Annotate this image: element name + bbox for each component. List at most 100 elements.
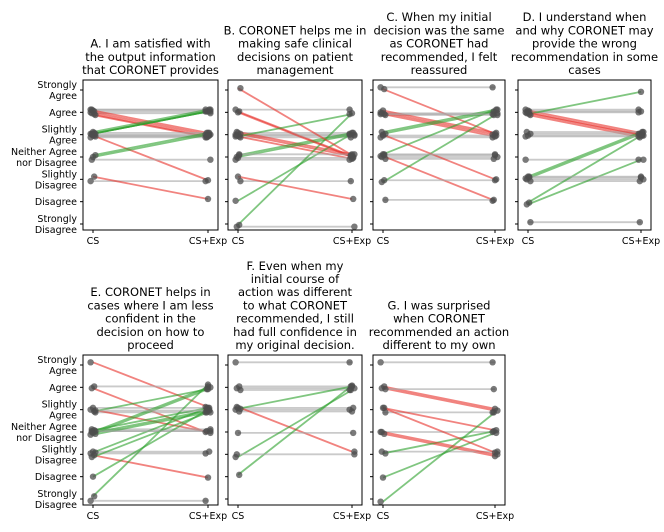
point-cs-exp [207, 427, 214, 435]
y-tick-label: Disagree [35, 455, 77, 466]
y-tick-label: Disagree [35, 180, 77, 191]
panel-title-line: confident in the [105, 312, 196, 326]
point-cs-exp [635, 133, 642, 140]
panel-title-line: when CORONET [393, 312, 486, 326]
point-cs [87, 359, 94, 366]
slope-line [527, 109, 642, 134]
point-cs-exp [348, 151, 356, 158]
slope-line [92, 454, 209, 479]
x-tick-label: CS+Exp [333, 236, 371, 247]
y-tick-label: Neither Agree [11, 147, 77, 158]
slope-line [92, 110, 209, 135]
point-cs-exp [637, 173, 645, 180]
x-tick-label: CS [232, 511, 245, 522]
point-cs-exp [493, 106, 500, 113]
point-cs [88, 106, 96, 113]
slope-line [382, 110, 496, 135]
slope-line [92, 408, 209, 478]
y-tick-label: Agree [49, 108, 77, 119]
point-cs [89, 473, 97, 480]
point-cs [237, 85, 244, 92]
y-tick-label: Disagree [35, 472, 77, 483]
x-tick-label: CS [87, 236, 100, 247]
slope-line [382, 432, 496, 479]
point-cs-exp [203, 407, 210, 414]
point-cs-exp [489, 110, 496, 118]
point-cs [234, 109, 242, 116]
slope-line [527, 131, 642, 178]
slope-line [92, 409, 209, 434]
point-cs-exp [489, 359, 496, 366]
x-tick-label: CS+Exp [333, 511, 371, 522]
point-cs-exp [636, 219, 643, 226]
slope-line [382, 108, 496, 156]
slope-line [527, 158, 642, 206]
panel-title-line: decisions on patient [237, 50, 353, 64]
slope-line [237, 175, 353, 200]
point-cs [236, 151, 243, 158]
point-cs [379, 131, 387, 138]
point-cs [237, 386, 244, 394]
y-tick-label: Disagree [35, 197, 77, 208]
panel-title-line: E. CORONET helps in [90, 285, 210, 299]
point-cs-exp [202, 177, 209, 185]
x-tick-label: CS [522, 236, 535, 247]
point-cs-exp [350, 195, 357, 203]
panel-title-line: to what CORONET [243, 298, 348, 312]
point-cs [88, 385, 96, 392]
slope-line [382, 407, 496, 454]
panel-title-line: action was different [238, 285, 352, 299]
x-tick-label: CS+Exp [476, 236, 514, 247]
y-tick-label: Slightly [42, 400, 78, 411]
point-cs [91, 173, 98, 180]
slope-line [237, 384, 353, 476]
point-cs-exp [202, 450, 209, 457]
slope-line [92, 175, 209, 200]
slope-line [527, 134, 642, 204]
panel-title-line: B. CORONET helps me in [224, 23, 367, 37]
panel-title-line: management [256, 63, 334, 77]
point-cs [92, 407, 99, 414]
point-cs-exp [351, 131, 358, 138]
point-cs [378, 428, 385, 436]
point-cs [234, 173, 242, 180]
slope-line [237, 133, 353, 158]
point-cs [522, 133, 529, 140]
y-tick-label: Disagree [35, 500, 77, 511]
panel-title-line: recommended, I still [236, 312, 354, 326]
y-tick-label: Agree [49, 136, 77, 147]
slope-line [237, 112, 353, 226]
point-cs [381, 404, 388, 412]
point-cs-exp [489, 409, 496, 416]
panel-frame [227, 354, 363, 506]
point-cs-exp [351, 451, 358, 458]
point-cs [88, 427, 96, 435]
point-cs-exp [489, 134, 496, 141]
point-cs [236, 471, 243, 479]
point-cs [382, 385, 389, 393]
point-cs-exp [206, 131, 213, 138]
y-tick-label: Agree [49, 383, 77, 394]
point-cs-exp [346, 130, 353, 137]
point-cs-exp [490, 196, 497, 204]
slope-line [382, 133, 496, 181]
point-cs-exp [202, 497, 209, 504]
point-cs [523, 201, 530, 208]
point-cs-exp [640, 156, 647, 163]
point-cs-exp [351, 223, 358, 230]
point-cs [527, 219, 534, 226]
slope-line [92, 131, 209, 157]
point-cs [382, 450, 389, 457]
panel-title-line: cases where I am less [87, 298, 213, 312]
panel-title-line: cases [568, 63, 600, 77]
slope-line [92, 133, 209, 158]
point-cs [92, 449, 99, 456]
panel-title-line: D. I understand when [523, 10, 647, 24]
slope-line [382, 113, 496, 138]
slope-line [382, 431, 496, 456]
x-tick-label: CS+Exp [476, 511, 514, 522]
point-cs [87, 497, 94, 504]
